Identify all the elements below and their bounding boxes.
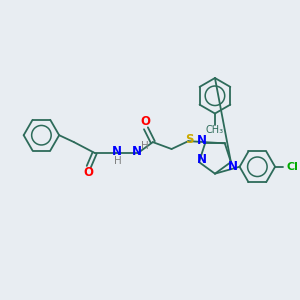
Text: O: O <box>140 115 150 128</box>
Text: N: N <box>132 146 142 158</box>
Text: O: O <box>84 166 94 179</box>
Text: N: N <box>112 146 122 158</box>
Text: N: N <box>197 153 207 166</box>
Text: S: S <box>185 133 194 146</box>
Text: N: N <box>197 134 207 147</box>
Text: H: H <box>141 141 149 151</box>
Text: H: H <box>114 156 122 166</box>
Text: CH₃: CH₃ <box>206 125 224 135</box>
Text: Cl: Cl <box>287 162 299 172</box>
Text: N: N <box>228 160 238 172</box>
